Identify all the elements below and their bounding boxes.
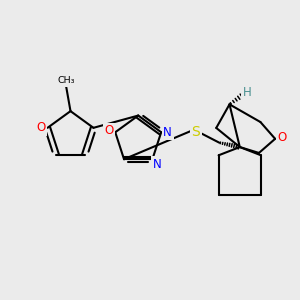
Text: N: N xyxy=(152,158,161,171)
Text: CH₃: CH₃ xyxy=(57,76,75,85)
Text: O: O xyxy=(104,124,113,137)
Text: N: N xyxy=(163,126,172,139)
Text: O: O xyxy=(36,121,46,134)
Text: H: H xyxy=(243,86,251,99)
Text: S: S xyxy=(191,125,200,139)
Text: O: O xyxy=(278,131,287,144)
